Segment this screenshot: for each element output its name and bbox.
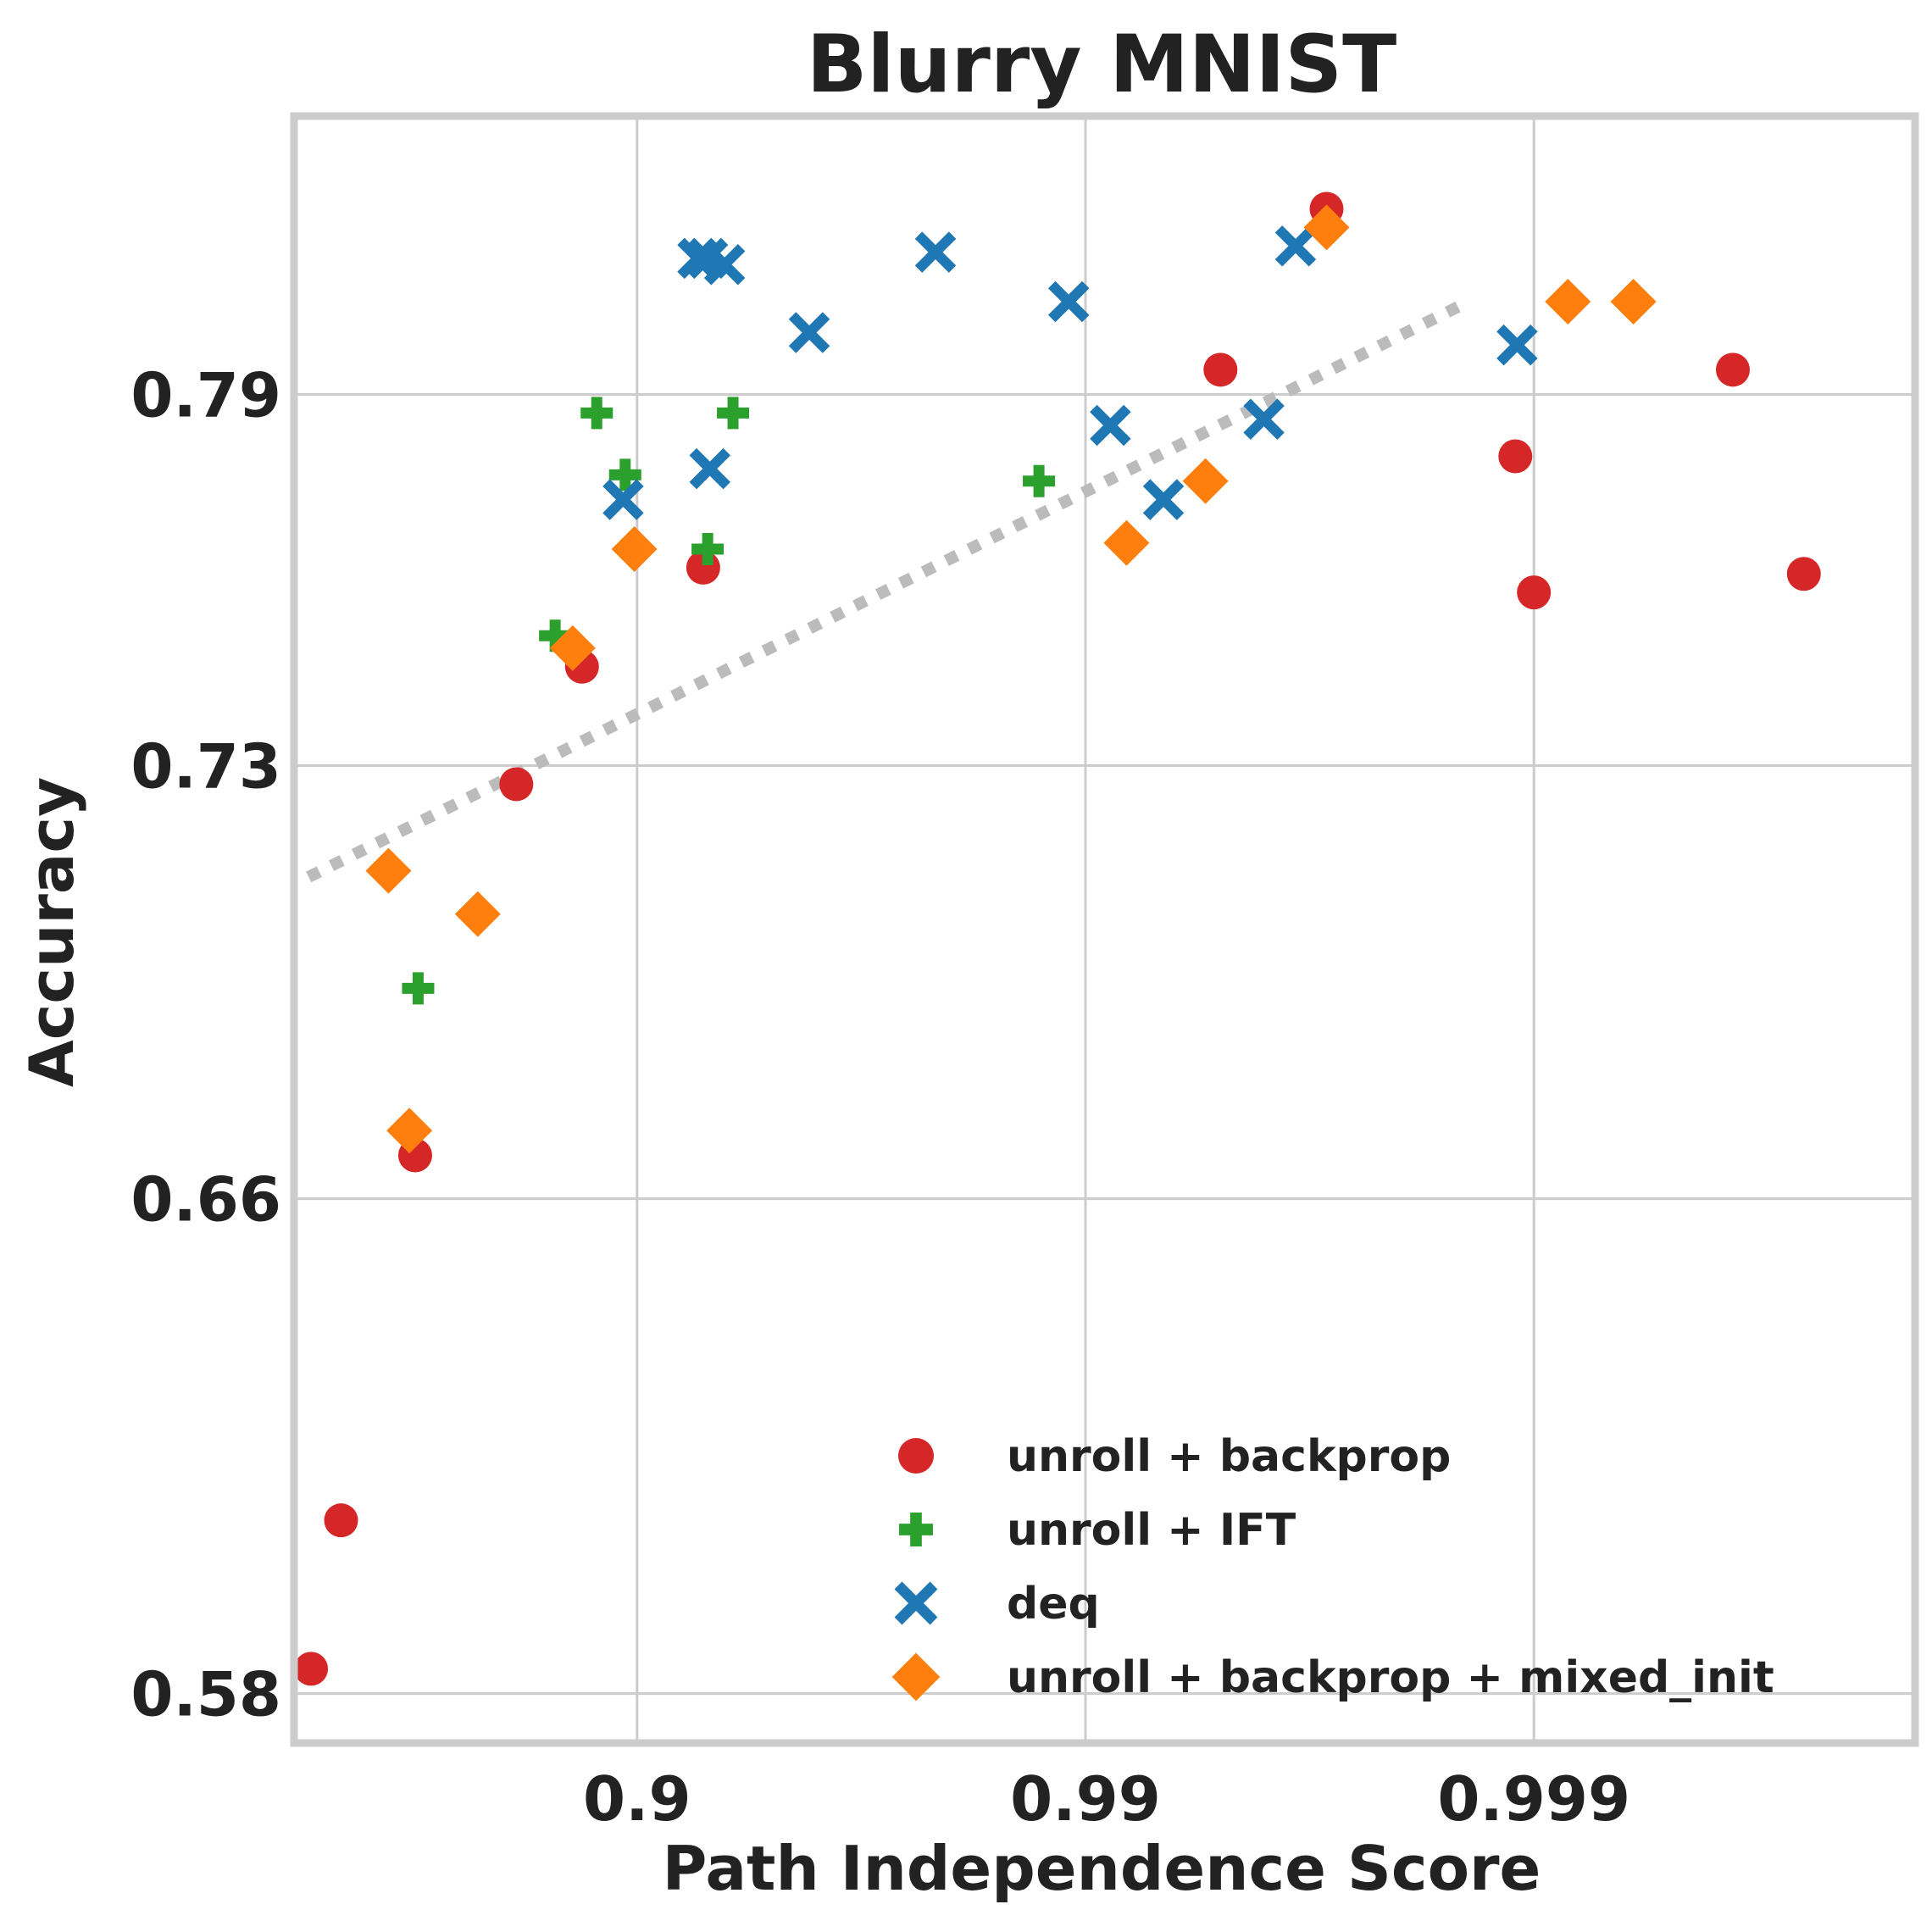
legend-marker-x <box>894 1581 938 1625</box>
circle-point <box>499 767 534 802</box>
y-tick-labels: 0.58 0.66 0.73 0.79 <box>130 360 281 1730</box>
x-axis-label: Path Independence Score <box>663 1833 1541 1904</box>
series-x <box>602 225 1538 520</box>
y-axis-label: Accuracy <box>16 777 87 1087</box>
trendline-layer <box>306 296 1471 883</box>
x-tick-label: 0.9 <box>583 1763 691 1835</box>
y-tick-label: 0.73 <box>130 731 281 802</box>
circle-point <box>1715 353 1750 387</box>
legend-label: unroll + IFT <box>1007 1505 1296 1556</box>
plot-frame <box>290 112 1919 1747</box>
x-point <box>689 447 731 490</box>
circle-point <box>294 1652 329 1686</box>
plus-point <box>608 458 641 491</box>
x-point <box>1274 225 1317 267</box>
x-point <box>1047 280 1090 323</box>
diamond-point <box>1103 519 1150 566</box>
series-circle <box>294 192 1821 1686</box>
x-tick-label: 0.99 <box>1010 1763 1161 1835</box>
legend: unroll + backprop unroll + IFT deq unroll +… <box>891 1431 1774 1703</box>
legend-label: deq <box>1007 1579 1100 1629</box>
legend-marker-circle <box>898 1438 934 1474</box>
diamond-point <box>611 526 658 573</box>
x-point <box>1496 324 1538 366</box>
x-point <box>1243 398 1285 440</box>
series-diamond <box>365 204 1657 1154</box>
circle-point <box>1498 439 1533 474</box>
grid <box>294 116 1915 1743</box>
legend-marker-plus <box>899 1513 933 1546</box>
diamond-point <box>365 847 412 894</box>
x-point <box>1142 479 1185 520</box>
plus-point <box>580 397 613 430</box>
x-point <box>788 312 830 353</box>
data-points <box>294 192 1821 1686</box>
legend-label: unroll + backprop + mixed_init <box>1007 1652 1774 1703</box>
legend-marker-diamond <box>891 1652 941 1702</box>
diamond-point <box>549 625 596 671</box>
x-tick-labels: 0.9 0.99 0.999 <box>583 1763 1630 1835</box>
plus-point <box>717 397 750 430</box>
diamond-point <box>1182 458 1229 504</box>
y-tick-label: 0.79 <box>130 360 281 431</box>
series-plus <box>402 397 1056 1005</box>
y-tick-label: 0.66 <box>130 1164 281 1235</box>
x-point <box>914 231 957 273</box>
legend-label: unroll + backprop <box>1007 1431 1451 1482</box>
diamond-point <box>1545 279 1591 325</box>
circle-point <box>1786 557 1821 591</box>
diamond-point <box>1303 204 1350 251</box>
plus-point <box>691 533 724 566</box>
trendline <box>306 296 1471 883</box>
circle-point <box>1203 353 1238 387</box>
x-point <box>1090 404 1131 447</box>
chart-title: Blurry MNIST <box>807 19 1397 111</box>
x-point <box>602 479 644 520</box>
circle-point <box>324 1503 358 1538</box>
plus-point <box>1023 464 1056 497</box>
y-tick-label: 0.58 <box>130 1659 281 1730</box>
plus-point <box>539 619 572 652</box>
diamond-point <box>1610 279 1657 325</box>
diamond-point <box>386 1108 433 1154</box>
diamond-point <box>454 891 501 937</box>
x-tick-label: 0.999 <box>1437 1763 1630 1835</box>
circle-point <box>1517 575 1552 610</box>
plus-point <box>402 972 435 1005</box>
x-point <box>703 243 746 286</box>
